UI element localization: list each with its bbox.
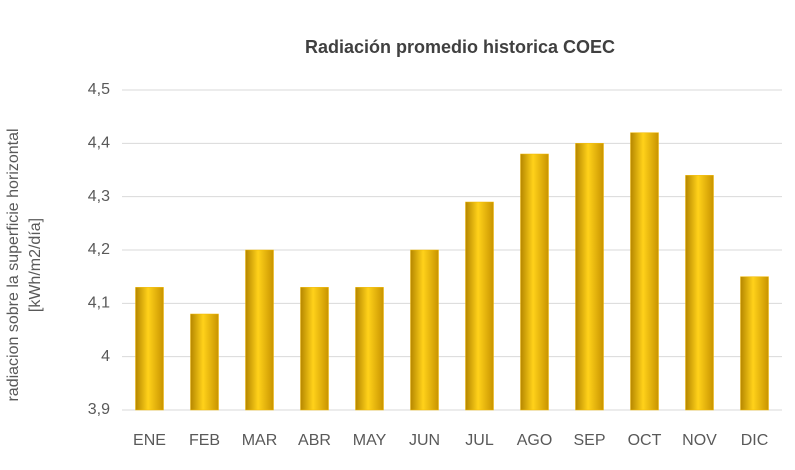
bar	[575, 143, 604, 411]
bar	[740, 276, 769, 411]
bar	[465, 201, 494, 411]
x-tick-label: NOV	[682, 432, 717, 449]
bar	[410, 249, 439, 411]
y-tick-label: 4,4	[88, 135, 110, 152]
y-axis-label: [kWh/m2/día]	[27, 218, 44, 312]
x-tick-label: FEB	[189, 432, 220, 449]
chart-title: Radiación promedio historica COEC	[305, 37, 615, 57]
bar	[630, 132, 659, 411]
bar	[520, 153, 549, 411]
x-tick-label: SEP	[573, 432, 605, 449]
bar	[685, 175, 714, 411]
y-tick-label: 4,1	[88, 295, 110, 312]
x-tick-label: ABR	[298, 432, 331, 449]
y-axis-label: radiacion sobre la superficie horizontal	[5, 128, 22, 401]
y-tick-label: 4	[101, 348, 110, 365]
bar	[245, 249, 274, 411]
y-tick-label: 4,3	[88, 188, 110, 205]
bar	[190, 313, 219, 411]
x-tick-label: JUL	[465, 432, 494, 449]
y-tick-label: 4,5	[88, 81, 110, 98]
x-tick-label: DIC	[741, 432, 769, 449]
x-tick-label: OCT	[628, 432, 662, 449]
bar	[355, 287, 384, 411]
y-tick-label: 4,2	[88, 241, 110, 258]
bar	[300, 287, 329, 411]
bar	[135, 287, 164, 411]
x-tick-label: JUN	[409, 432, 440, 449]
y-tick-label: 3,9	[88, 401, 110, 418]
x-tick-label: AGO	[517, 432, 553, 449]
x-tick-label: MAY	[353, 432, 387, 449]
x-tick-label: ENE	[133, 432, 166, 449]
x-tick-label: MAR	[242, 432, 278, 449]
